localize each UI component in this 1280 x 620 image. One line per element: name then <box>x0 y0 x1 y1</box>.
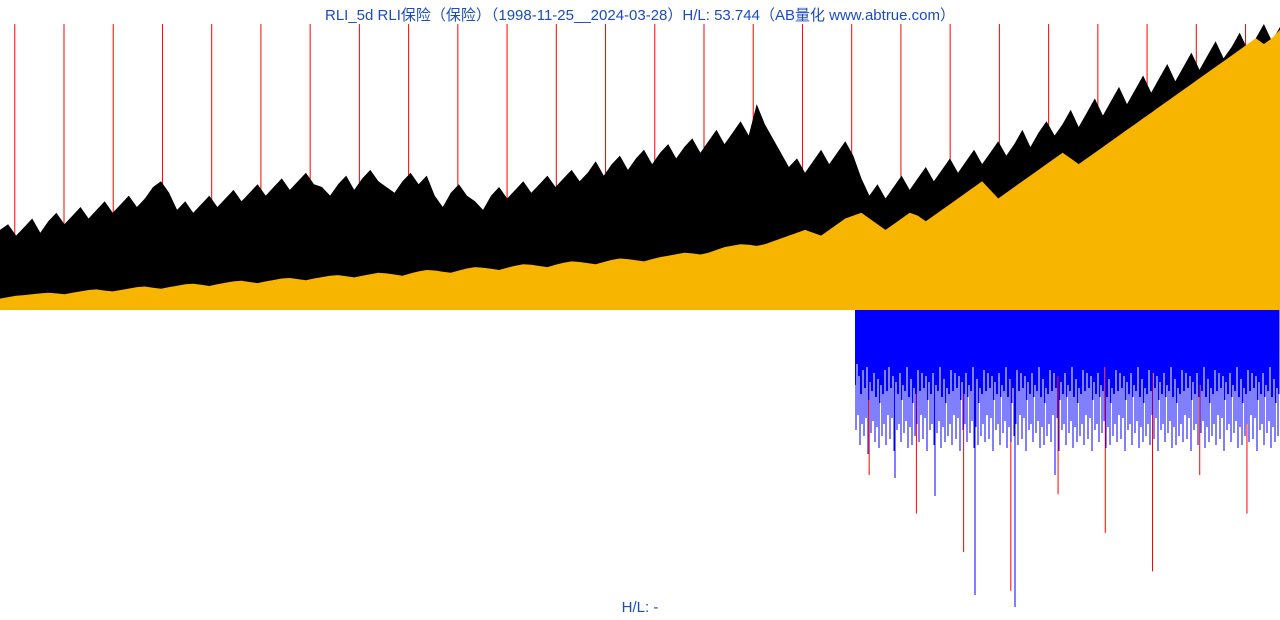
chart-title: RLI_5d RLI保险（保险）（1998-11-25__2024-03-28）… <box>0 4 1280 25</box>
chart-footer: H/L: - <box>0 599 1280 616</box>
upper-price-chart <box>0 24 1280 310</box>
lower-spike-chart <box>855 310 1280 610</box>
